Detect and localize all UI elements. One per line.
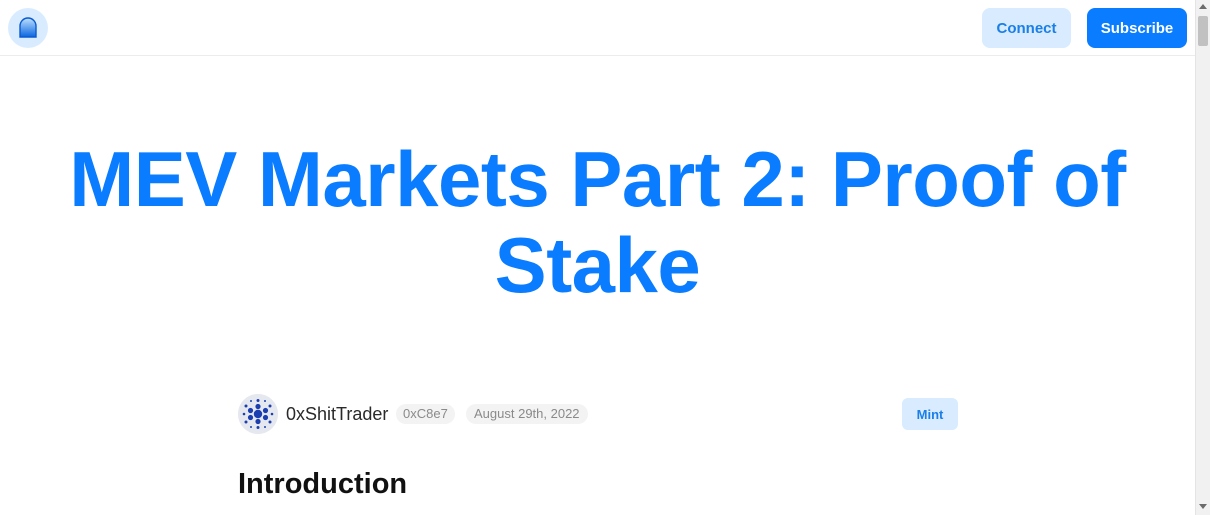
subscribe-button[interactable]: Subscribe <box>1087 8 1187 48</box>
section-heading-introduction: Introduction <box>238 468 408 500</box>
publish-date-badge: August 29th, 2022 <box>466 404 588 424</box>
article-meta: 0xShitTrader 0xC8e7 August 29th, 2022 Mi… <box>238 394 958 434</box>
author-avatar[interactable] <box>238 394 278 434</box>
mirror-logo-icon[interactable] <box>8 8 48 48</box>
author-address-badge[interactable]: 0xC8e7 <box>396 404 455 424</box>
author-name[interactable]: 0xShitTrader <box>286 404 389 424</box>
connect-button[interactable]: Connect <box>982 8 1071 48</box>
scroll-thumb[interactable] <box>1198 16 1208 46</box>
vertical-scrollbar[interactable] <box>1195 0 1210 515</box>
mint-button[interactable]: Mint <box>902 398 958 430</box>
scroll-down-arrow-icon[interactable] <box>1199 504 1207 509</box>
top-navigation-bar: Connect Subscribe <box>0 0 1195 56</box>
article-title: MEV Markets Part 2: Proof of Stake <box>69 135 1126 309</box>
scroll-up-arrow-icon[interactable] <box>1199 4 1207 9</box>
